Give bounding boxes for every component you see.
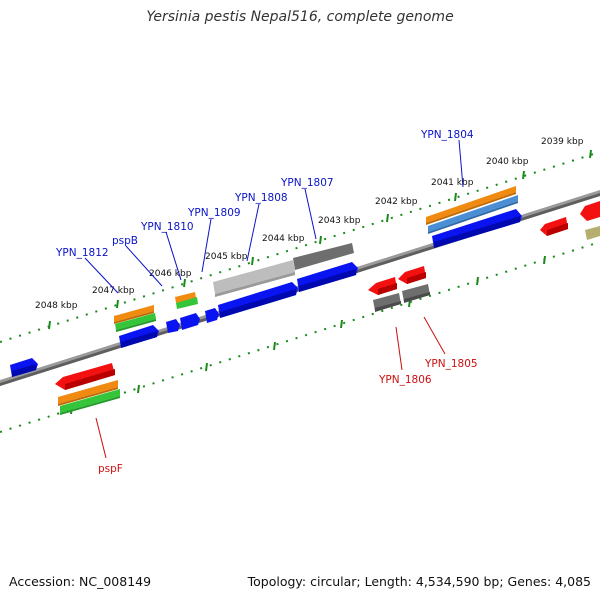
ruler-label: 2040 kbp — [486, 157, 529, 167]
cog-green-bar[interactable] — [115, 313, 156, 330]
lower-feature-track — [58, 226, 600, 415]
tick-2041 — [454, 192, 457, 202]
cog-orange-bar[interactable] — [114, 305, 154, 322]
light-gray-feature-bar[interactable] — [213, 260, 295, 294]
ruler-label: 2044 kbp — [262, 234, 305, 244]
plus-strand-cds — [10, 209, 522, 377]
cds-arrow[interactable] — [205, 308, 219, 323]
ruler-label: 2046 kbp — [149, 269, 192, 279]
tick-2044 — [251, 256, 254, 266]
map-title: Yersinia pestis Nepal516, complete genom… — [146, 9, 454, 25]
cds-arrow[interactable] — [180, 313, 200, 330]
cog-orange-bar[interactable] — [175, 292, 196, 303]
ruler-label: 2043 kbp — [318, 216, 361, 226]
lower-tick — [205, 362, 208, 372]
gene-label-ypn1808[interactable]: YPN_1808 — [234, 192, 288, 204]
gray-feature-bar[interactable] — [373, 293, 401, 311]
ruler-label: 2039 kbp — [541, 137, 584, 147]
gene-label-ypn1810[interactable]: YPN_1810 — [140, 221, 194, 233]
tick-2039 — [589, 149, 592, 159]
label-leader-lines — [84, 139, 464, 459]
ruler-label: 2047 kbp — [92, 286, 135, 296]
lower-tick — [137, 384, 140, 394]
gene-label-ypn1809[interactable]: YPN_1809 — [187, 207, 241, 219]
gene-label-pspf[interactable]: pspF — [98, 463, 123, 475]
cog-green-bar[interactable] — [176, 297, 198, 309]
gray-feature-bar[interactable] — [402, 284, 430, 302]
ruler-label: 2045 kbp — [205, 252, 248, 262]
gene-label-pspb[interactable]: pspB — [112, 235, 138, 247]
cog-orange-bar[interactable] — [58, 380, 118, 404]
tick-2042 — [386, 213, 389, 223]
lower-tick — [340, 319, 343, 329]
lower-tick — [476, 276, 479, 286]
gene-label-ypn1806[interactable]: YPN_1806 — [378, 374, 432, 386]
tick-2046 — [116, 299, 119, 309]
gene-label-ypn1807[interactable]: YPN_1807 — [280, 177, 334, 189]
gene-label-ypn1804[interactable]: YPN_1804 — [420, 129, 474, 141]
cds-arrow[interactable] — [166, 319, 180, 333]
cog-steelblue-bar[interactable] — [428, 195, 518, 232]
minus-strand-cds — [55, 201, 600, 390]
ruler-upper-major-ticks — [48, 149, 592, 330]
lower-tick — [543, 255, 546, 265]
cog-orange-bar[interactable] — [426, 186, 516, 223]
genome-summary-text: Topology: circular; Length: 4,534,590 bp… — [247, 574, 591, 589]
accession-text: Accession: NC_008149 — [9, 574, 152, 589]
ruler-label: 2042 kbp — [375, 197, 418, 207]
gene-label-ypn1805[interactable]: YPN_1805 — [424, 358, 478, 370]
ruler-label: 2048 kbp — [35, 301, 78, 311]
upper-feature-track — [114, 186, 518, 332]
tick-2043 — [319, 235, 322, 245]
olive-feature-bar[interactable] — [585, 226, 600, 240]
lower-tick — [273, 341, 276, 351]
gene-label-ypn1812[interactable]: YPN_1812 — [55, 247, 109, 259]
gray-feature-bar[interactable] — [293, 243, 354, 270]
cds-arrow[interactable] — [580, 201, 600, 221]
tick-2040 — [522, 170, 525, 180]
tick-2047 — [48, 320, 51, 330]
ruler-label: 2041 kbp — [431, 178, 474, 188]
tick-2045 — [183, 278, 186, 288]
cog-green-bar[interactable] — [60, 389, 120, 413]
